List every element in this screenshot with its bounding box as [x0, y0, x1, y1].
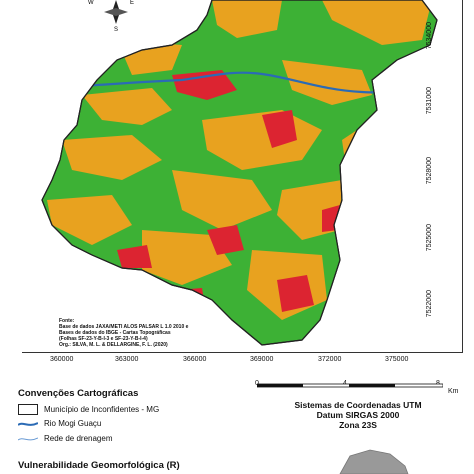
scale-mid: 4 — [343, 380, 347, 387]
source-note: Fonte: Base de dados JAXA/METI ALOS PALS… — [59, 318, 269, 348]
scale-max: 8 — [436, 380, 440, 387]
vulnerability-title: Vulnerabilidade Geomorfológica (R) — [18, 460, 180, 471]
locator-map — [339, 449, 409, 474]
municipality-boundary — [41, 0, 438, 346]
vulnerability-map — [41, 0, 438, 346]
river-mogi-guacu — [61, 71, 423, 94]
legend-title: Convenções Cartográficas — [18, 388, 139, 399]
north-w: W — [88, 0, 94, 6]
source-line-1: Base de dados JAXA/METI ALOS PALSAR L 1.… — [59, 324, 189, 330]
legend-label-rio: Rio Mogi Guaçu — [44, 419, 102, 428]
municipality-swatch-icon — [18, 404, 38, 415]
y-tick-label: 7522000 — [426, 290, 433, 318]
source-line-3: (Folhas SF-23-Y-B-I-3 e SF-23-Y-B-I-4) — [59, 336, 148, 342]
legend-label-municipio: Município de Inconfidentes - MG — [44, 405, 160, 414]
crs-line-3: Zona 23S — [339, 420, 377, 430]
crs-line-2: Datum SIRGAS 2000 — [316, 410, 400, 420]
drainage-line-icon — [18, 437, 38, 440]
source-label: Fonte: — [59, 318, 75, 324]
vulnerability-classes — [42, 0, 437, 345]
legend-item-municipio: Município de Inconfidentes - MG — [18, 404, 159, 415]
y-tick-label: 7531000 — [426, 87, 433, 115]
north-e: E — [130, 0, 134, 6]
source-line-4: Org.: SILVA, M. L. & DELLARGINE, F. L. (… — [59, 342, 168, 348]
river-line-icon — [18, 421, 38, 426]
crs-info: Sistemas de Coordenadas UTM Datum SIRGAS… — [258, 400, 458, 430]
x-tick-label: 375000 — [385, 356, 409, 363]
x-tick-label: 372000 — [318, 356, 342, 363]
y-tick-label: 7528000 — [426, 157, 433, 185]
x-tick-label: 369000 — [250, 356, 274, 363]
x-tick-label: 360000 — [50, 356, 74, 363]
north-arrow-icon: W E S — [86, 0, 146, 37]
y-tick-label: 7534000 — [426, 22, 433, 50]
map-frame: W E S Fonte: Base de dados JAXA/METI ALO… — [22, 0, 463, 353]
y-tick-label: 7525000 — [426, 224, 433, 252]
crs-line-1: Sistemas de Coordenadas UTM — [294, 400, 422, 410]
legend-item-rio: Rio Mogi Guaçu — [18, 419, 101, 428]
legend-label-rede: Rede de drenagem — [44, 434, 113, 443]
x-tick-label: 363000 — [115, 356, 139, 363]
legend-item-rede: Rede de drenagem — [18, 434, 113, 443]
scale-bar — [257, 383, 443, 388]
scale-unit: Km — [448, 388, 459, 395]
north-s: S — [114, 27, 118, 32]
source-line-2: Bases de dados do IBGE - Cartas Topográf… — [59, 330, 171, 336]
x-tick-label: 366000 — [183, 356, 207, 363]
scale-zero: 0 — [255, 380, 259, 387]
